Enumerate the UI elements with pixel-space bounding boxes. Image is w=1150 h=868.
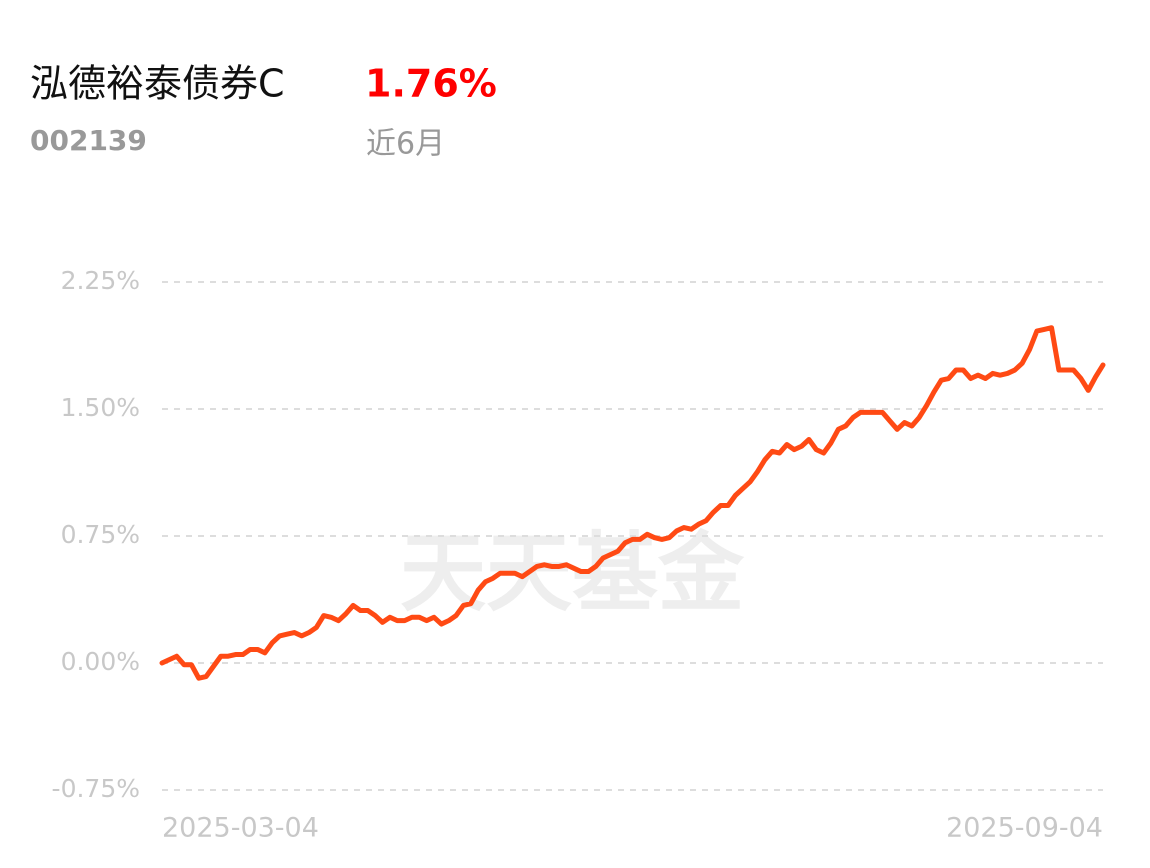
y-tick-label: 2.25% xyxy=(61,266,140,295)
line xyxy=(159,325,1106,681)
fund-name: 泓德裕泰债券C xyxy=(30,62,285,106)
y-tick-label: -0.75% xyxy=(52,774,140,803)
watermark: 天天基金 xyxy=(400,523,745,624)
y-tick-label: 0.75% xyxy=(61,520,140,549)
fund-code: 002139 xyxy=(30,124,147,157)
y-tick-label: 0.00% xyxy=(61,647,140,676)
return-value: 1.76% xyxy=(365,62,497,106)
y-tick-label: 1.50% xyxy=(61,393,140,422)
x-tick-label: 2025-09-04 xyxy=(946,813,1103,844)
period: 近6月 xyxy=(366,127,445,162)
x-tick-label: 2025-03-04 xyxy=(162,813,319,844)
